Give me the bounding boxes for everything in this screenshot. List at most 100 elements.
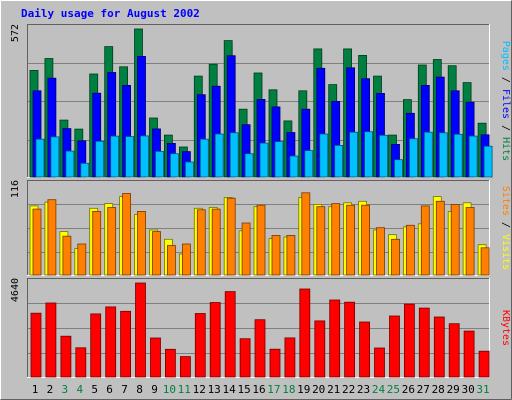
- bar-pages-day-25: [394, 159, 403, 178]
- bar-kbytes-day-30: [463, 330, 475, 378]
- bar-pages-day-31: [483, 145, 493, 178]
- bar-sites-day-31: [480, 247, 490, 276]
- bar-sites-day-26: [405, 224, 415, 276]
- bar-kbytes-day-11: [179, 356, 191, 378]
- x-tick-label: 23: [357, 383, 370, 396]
- x-tick-label: 5: [91, 383, 98, 396]
- bar-kbytes-day-21: [329, 299, 341, 378]
- x-tick-label: 19: [297, 383, 310, 396]
- x-tick-label: 2: [47, 383, 54, 396]
- bar-sites-day-2: [47, 199, 57, 276]
- bar-sites-day-10: [166, 245, 176, 276]
- bar-pages-day-29: [453, 133, 463, 178]
- bar-pages-day-3: [65, 150, 75, 178]
- bar-pages-day-9: [155, 150, 164, 178]
- x-tick-label: 16: [252, 383, 265, 396]
- x-tick-label: 27: [417, 383, 430, 396]
- x-tick-label: 14: [222, 383, 236, 396]
- x-tick-label: 6: [106, 383, 113, 396]
- bar-pages-day-26: [408, 138, 418, 178]
- x-tick-label: 22: [342, 383, 355, 396]
- bar-pages-day-22: [349, 131, 359, 178]
- bar-kbytes-day-29: [448, 323, 460, 378]
- panel-bottom: 4640 KBytes: [10, 278, 511, 378]
- bar-sites-day-14: [226, 197, 236, 276]
- bar-pages-day-5: [95, 140, 105, 178]
- bar-sites-day-18: [286, 234, 296, 276]
- x-tick-label: 28: [432, 383, 445, 396]
- bar-kbytes-day-31: [478, 350, 490, 378]
- legend-part-3: /: [500, 119, 511, 137]
- bar-kbytes-day-25: [389, 315, 400, 378]
- x-tick-label: 10: [163, 383, 176, 396]
- x-tick-label: 29: [447, 383, 460, 396]
- bar-kbytes-day-3: [60, 335, 72, 378]
- bar-sites-day-12: [196, 209, 206, 276]
- panel-middle-y-max-label: 116: [10, 180, 21, 198]
- bar-pages-day-16: [259, 142, 269, 178]
- bar-kbytes-day-14: [224, 291, 236, 378]
- bar-sites-day-21: [331, 203, 341, 276]
- bar-kbytes-day-9: [150, 337, 161, 378]
- bar-kbytes-day-24: [374, 347, 385, 378]
- bar-pages-day-12: [199, 138, 209, 178]
- bar-pages-day-19: [304, 150, 314, 178]
- bar-kbytes-day-27: [418, 307, 430, 378]
- legend-part-1: /: [500, 71, 511, 89]
- bar-sites-day-9: [152, 231, 161, 276]
- bar-kbytes-day-18: [284, 337, 296, 378]
- bar-sites-day-4: [77, 243, 87, 276]
- bar-pages-day-2: [50, 136, 60, 178]
- bar-kbytes-day-5: [90, 313, 102, 378]
- bar-pages-day-24: [379, 134, 388, 178]
- panel-top-series-legend: Pages / Files / Hits: [500, 41, 511, 161]
- bar-sites-day-16: [256, 204, 266, 276]
- bar-sites-day-24: [376, 227, 385, 276]
- bar-sites-day-20: [316, 206, 326, 276]
- legend-part-4: Hits: [500, 137, 511, 161]
- bar-kbytes-day-7: [120, 310, 131, 378]
- x-tick-label: 13: [208, 383, 221, 396]
- bar-sites-day-5: [92, 210, 102, 276]
- x-tick-label: 24: [372, 383, 386, 396]
- x-tick-label: 26: [402, 383, 415, 396]
- panel-top: 572 Pages / Files / Hits: [10, 24, 511, 178]
- bar-pages-day-7: [125, 136, 134, 178]
- x-tick-label: 12: [193, 383, 206, 396]
- bar-kbytes-day-22: [344, 301, 356, 378]
- bar-kbytes-day-19: [299, 288, 311, 378]
- x-tick-label: 18: [282, 383, 295, 396]
- bar-kbytes-day-2: [45, 302, 57, 378]
- chart-panels: 572 Pages / Files / Hits 116 Sites / Visits…: [10, 24, 511, 378]
- panel-bottom-series-legend: KBytes: [500, 310, 511, 346]
- panel-top-y-max-label: 572: [10, 24, 21, 42]
- bar-pages-day-15: [244, 153, 254, 178]
- legend-part-2: Visits: [500, 234, 511, 270]
- bar-kbytes-day-4: [75, 347, 87, 378]
- bar-sites-day-30: [465, 207, 475, 276]
- legend-part-0: Sites: [500, 186, 511, 216]
- bar-pages-day-20: [319, 133, 329, 178]
- bar-pages-day-18: [289, 155, 299, 178]
- x-tick-label: 30: [461, 383, 474, 396]
- chart-title: Daily usage for August 2002: [21, 7, 200, 20]
- bar-kbytes-day-16: [254, 319, 266, 378]
- bar-kbytes-day-12: [194, 313, 206, 378]
- bar-kbytes-day-8: [135, 282, 146, 378]
- x-tick-label: 9: [151, 383, 158, 396]
- bar-pages-day-28: [438, 132, 448, 178]
- bar-kbytes-day-1: [30, 312, 42, 378]
- bar-sites-day-22: [346, 204, 356, 276]
- bar-sites-day-1: [32, 208, 42, 276]
- legend-part-0: KBytes: [500, 310, 511, 346]
- bar-kbytes-day-23: [359, 321, 371, 378]
- legend-part-2: Files: [500, 89, 511, 119]
- bar-pages-day-6: [110, 135, 120, 178]
- bar-sites-day-28: [435, 200, 445, 276]
- bar-pages-day-23: [364, 131, 374, 178]
- bar-kbytes-day-6: [105, 306, 117, 378]
- bar-pages-day-21: [334, 144, 344, 178]
- bar-kbytes-day-13: [209, 302, 221, 378]
- bar-pages-day-11: [184, 161, 194, 178]
